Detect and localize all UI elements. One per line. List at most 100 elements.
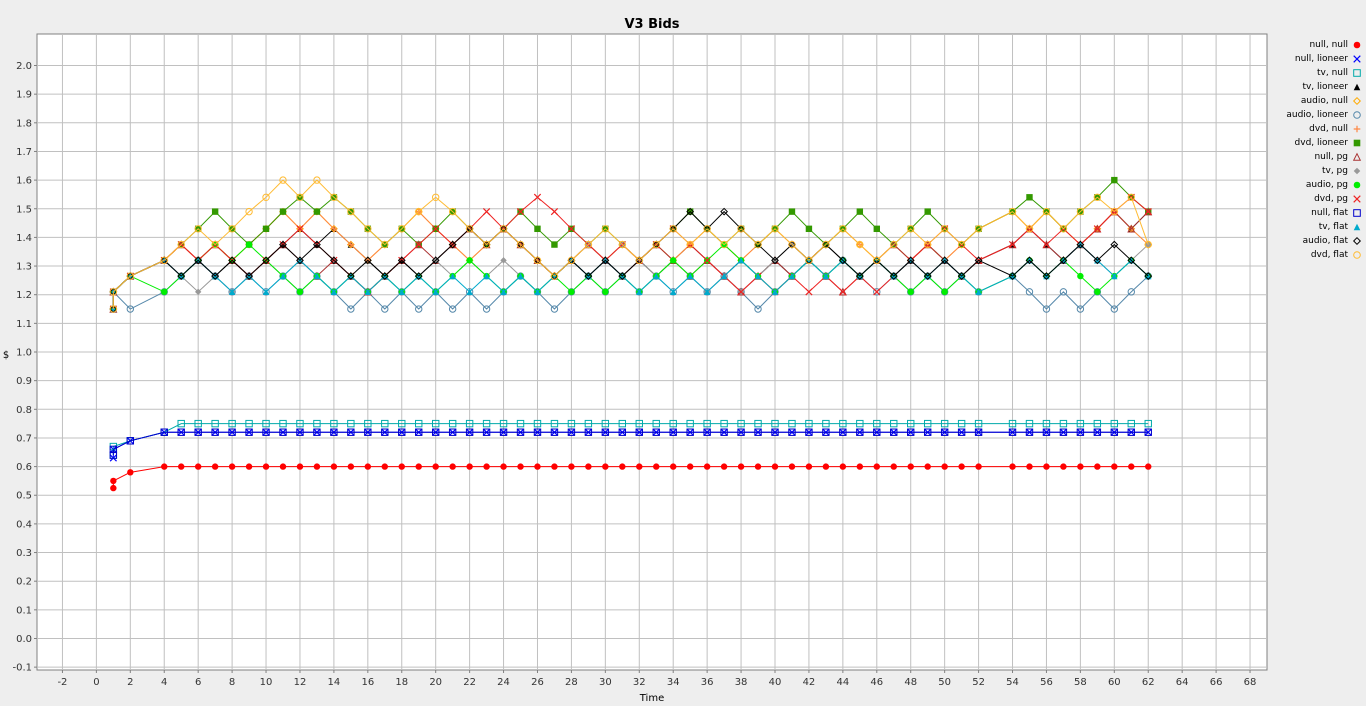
data-point — [771, 225, 779, 233]
data-point — [211, 208, 219, 215]
data-point — [364, 225, 372, 233]
data-point — [245, 419, 253, 428]
data-point — [432, 225, 440, 233]
data-point — [313, 272, 321, 280]
data-point — [364, 428, 372, 436]
data-point — [737, 288, 745, 296]
data-point — [381, 419, 389, 428]
data-point — [754, 419, 762, 428]
data-point — [1353, 209, 1361, 217]
data-point — [126, 272, 135, 280]
data-point — [177, 428, 185, 436]
data-point — [448, 428, 457, 436]
data-point — [211, 240, 219, 249]
data-point — [262, 428, 270, 436]
data-point — [245, 428, 253, 436]
data-point — [1093, 193, 1102, 201]
legend-marker — [1353, 251, 1361, 259]
data-point — [568, 288, 575, 296]
data-point — [669, 225, 677, 233]
legend-item: dvd, flat — [1276, 248, 1362, 262]
y-tick-label: 1.2 — [16, 290, 32, 301]
data-point — [313, 176, 321, 184]
data-point — [262, 463, 270, 470]
data-point — [1026, 463, 1033, 470]
legend-label: null, flat — [1311, 208, 1348, 218]
data-point — [1110, 240, 1119, 249]
data-point — [1077, 272, 1084, 280]
data-point — [347, 428, 355, 436]
data-point — [720, 207, 729, 216]
data-point — [262, 419, 270, 428]
data-point — [551, 241, 558, 248]
data-point — [330, 193, 338, 201]
data-point — [737, 428, 745, 436]
data-point — [754, 428, 762, 436]
data-point — [754, 240, 762, 249]
data-point — [703, 428, 711, 436]
data-point — [873, 463, 880, 470]
data-point — [1353, 223, 1361, 231]
legend-item: tv, flat — [1276, 220, 1362, 234]
legend-item: null, pg — [1276, 150, 1362, 164]
y-tick-label: 0.6 — [16, 462, 32, 473]
data-point — [1025, 419, 1034, 428]
data-point — [432, 288, 439, 296]
legend-item: tv, null — [1276, 66, 1362, 80]
data-point — [670, 288, 677, 296]
legend-marker — [1353, 181, 1361, 189]
data-point — [1042, 207, 1051, 216]
y-tick-label: 1.9 — [16, 90, 32, 101]
legend-item: audio, flat — [1276, 234, 1362, 248]
legend-item: dvd, lioneer — [1276, 136, 1362, 150]
series-line — [112, 431, 1149, 456]
data-point — [211, 272, 220, 280]
data-point — [1008, 207, 1017, 216]
data-point — [1059, 288, 1068, 296]
data-point — [1094, 288, 1101, 296]
data-point — [805, 288, 813, 296]
data-point — [1059, 428, 1068, 436]
x-tick-label: 22 — [463, 677, 476, 688]
legend-label: dvd, null — [1309, 124, 1348, 134]
x-tick-label: 0 — [93, 677, 99, 688]
data-point — [516, 419, 525, 428]
x-tick-label: 54 — [1006, 677, 1019, 688]
data-point — [194, 463, 202, 470]
data-point — [448, 240, 457, 249]
legend-label: audio, pg — [1305, 180, 1348, 190]
data-point — [1043, 463, 1050, 470]
data-point — [873, 288, 881, 296]
data-point — [296, 428, 304, 436]
data-point — [1025, 288, 1034, 296]
data-point — [516, 428, 525, 436]
data-point — [262, 256, 270, 265]
data-point — [975, 463, 982, 470]
data-point — [516, 207, 525, 216]
axes: -2 0 2 4 6 8 10 12 14 16 18 20 22 24 26 28 30 32 34 36 38 40 4… — [12, 61, 1256, 688]
data-point — [856, 240, 864, 249]
data-point — [686, 419, 694, 428]
data-point — [313, 240, 321, 249]
data-point — [279, 419, 287, 428]
data-point — [601, 419, 610, 428]
data-point — [126, 305, 135, 313]
data-point — [1110, 419, 1119, 428]
data-point — [313, 208, 321, 215]
data-point — [534, 463, 541, 470]
data-point — [1093, 428, 1102, 436]
x-tick-label: 48 — [904, 677, 917, 688]
data-point — [330, 419, 338, 428]
data-point — [414, 240, 423, 249]
data-point — [398, 428, 406, 436]
data-point — [873, 256, 881, 265]
data-point — [1025, 225, 1034, 233]
x-tick-label: 52 — [972, 677, 985, 688]
data-point — [1042, 240, 1051, 249]
data-point — [279, 240, 287, 249]
series-null-null — [110, 463, 1152, 492]
data-point — [957, 419, 966, 428]
x-tick-label: 4 — [161, 677, 167, 688]
data-point — [686, 207, 695, 216]
x-tick-label: 14 — [328, 677, 341, 688]
